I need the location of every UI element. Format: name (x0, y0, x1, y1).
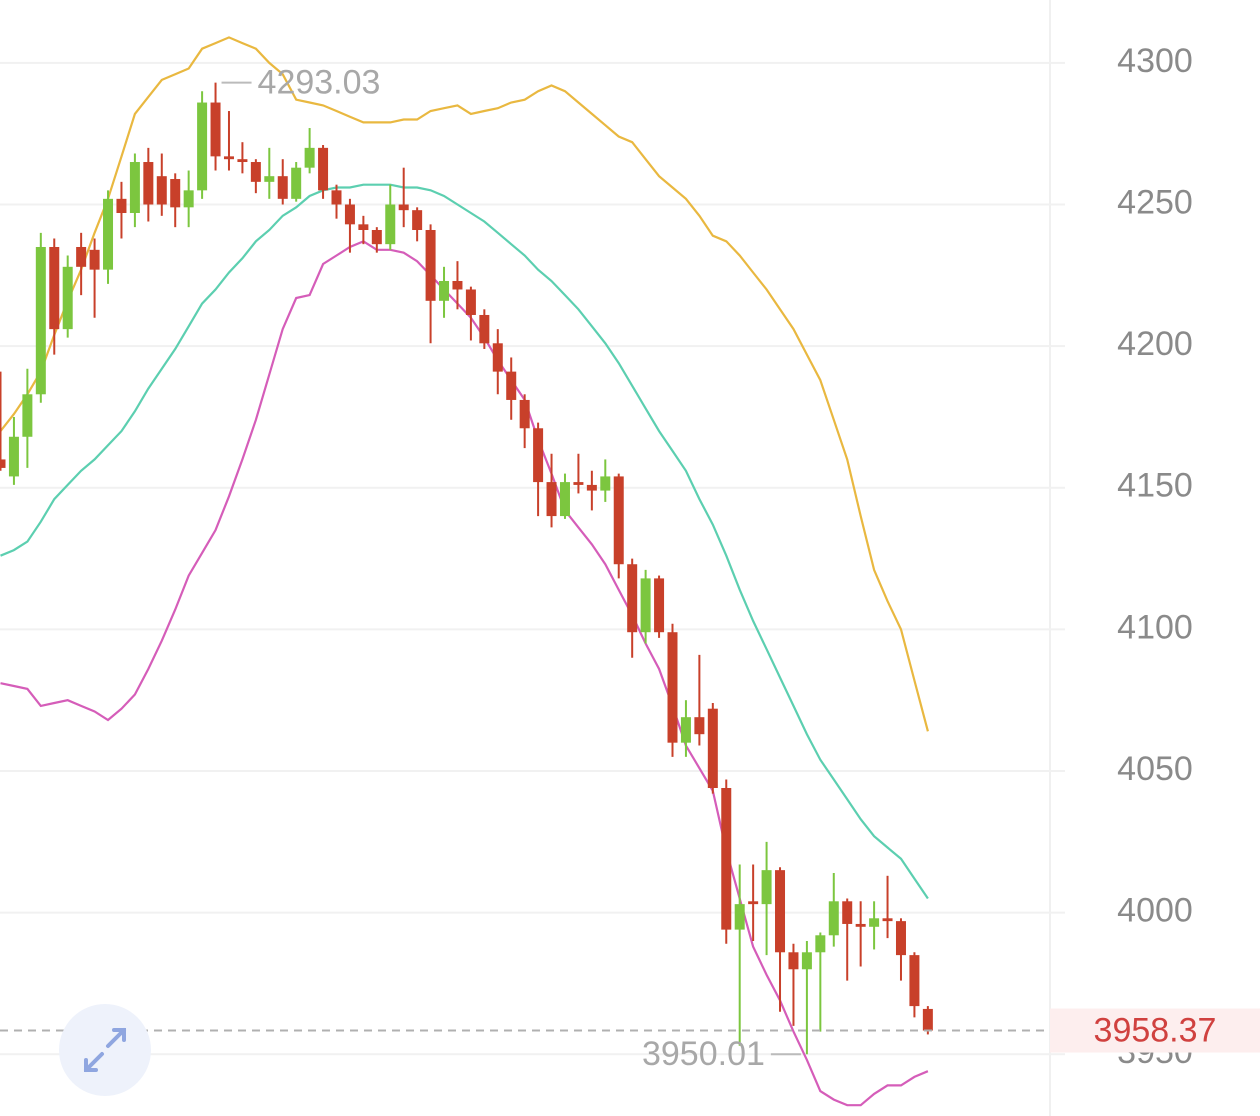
candle-body (425, 229, 436, 301)
candle-body (452, 280, 463, 290)
candle-body (35, 246, 46, 395)
candle-body (116, 198, 127, 214)
candle-body (586, 484, 597, 491)
candle-body (223, 156, 234, 160)
candle-body (734, 904, 745, 930)
candle-body (801, 952, 812, 970)
candle-body (613, 476, 624, 565)
annotations: 4293.03 3950.01 3958.37 (0, 64, 1260, 1073)
candle-body (627, 564, 638, 633)
candle-body (344, 204, 355, 225)
candle-body (197, 102, 208, 191)
candle-body (815, 935, 826, 953)
band-line (0, 36, 929, 732)
candle-body (573, 482, 584, 485)
candle-body (170, 179, 181, 208)
candle-body (869, 918, 880, 927)
candle-body (385, 204, 396, 245)
candle-body (439, 280, 450, 301)
candle-body (156, 176, 167, 205)
candle-body (62, 266, 73, 330)
candle-body (748, 901, 759, 905)
candle-body (89, 249, 100, 270)
expand-bg[interactable] (59, 1004, 151, 1096)
candle-body (721, 787, 732, 930)
candle-body (331, 190, 342, 205)
candle-body (600, 476, 611, 491)
last-price-box (1050, 1008, 1260, 1053)
candle-body (129, 162, 140, 214)
candle-body (398, 204, 409, 211)
candle-body (8, 436, 19, 477)
y-tick-label: 4300 (1117, 42, 1193, 80)
candle-body (103, 198, 114, 270)
candle-body (358, 224, 369, 230)
candle-body (479, 314, 490, 344)
candle-body (291, 167, 302, 199)
candle-body (909, 955, 920, 1007)
expand-button[interactable] (59, 1004, 151, 1096)
candle-body (640, 578, 651, 633)
candle-body (761, 870, 772, 905)
band-line (0, 240, 929, 1107)
min-label: 3950.01 (642, 1035, 765, 1073)
candle-body (694, 717, 705, 735)
candle-body (882, 918, 893, 922)
expand-icon[interactable] (84, 1028, 126, 1072)
band-line (0, 183, 929, 900)
candle-body (559, 482, 570, 517)
candle-body (828, 901, 839, 936)
max-label: 4293.03 (258, 64, 381, 102)
candle-body (183, 190, 194, 208)
candle-body (667, 632, 678, 743)
candle-body (250, 162, 261, 182)
candle-body (318, 147, 329, 191)
candle-body (707, 708, 718, 788)
y-tick-label: 4200 (1117, 325, 1193, 363)
candle-body (895, 921, 906, 956)
y-tick-label: 4000 (1117, 892, 1193, 930)
last-price-label: 3958.37 (1094, 1012, 1217, 1050)
y-tick-label: 4100 (1117, 608, 1193, 646)
candle-body (22, 394, 33, 437)
candle-body (788, 952, 799, 970)
y-axis: 39504000405041004150420042504300 (1117, 42, 1193, 1071)
y-tick-label: 4050 (1117, 750, 1193, 788)
candle-body (842, 901, 853, 924)
bands (0, 36, 929, 1107)
candle-body (412, 210, 423, 230)
candle-body (533, 428, 544, 483)
candle-body (546, 482, 557, 517)
candle-body (855, 923, 866, 927)
candle-body (264, 176, 275, 182)
candle-body (654, 578, 665, 633)
y-tick-label: 4250 (1117, 183, 1193, 221)
candle-body (237, 159, 248, 163)
candle-body (371, 229, 382, 245)
grid (0, 61, 1065, 1056)
candle-body (0, 459, 6, 468)
candle-body (680, 717, 691, 743)
candle-body (519, 399, 530, 429)
candle-body (922, 1008, 933, 1031)
candle-body (465, 289, 476, 315)
candle-body (210, 102, 221, 157)
candle-body (775, 870, 786, 953)
candle-body (49, 246, 60, 330)
candle-body (277, 176, 288, 199)
y-tick-label: 4150 (1117, 467, 1193, 505)
candle-body (506, 371, 517, 400)
candle-body (76, 246, 87, 267)
candle-body (143, 162, 154, 205)
candle-body (304, 147, 315, 168)
candles (0, 82, 933, 1055)
candle-body (492, 343, 503, 372)
